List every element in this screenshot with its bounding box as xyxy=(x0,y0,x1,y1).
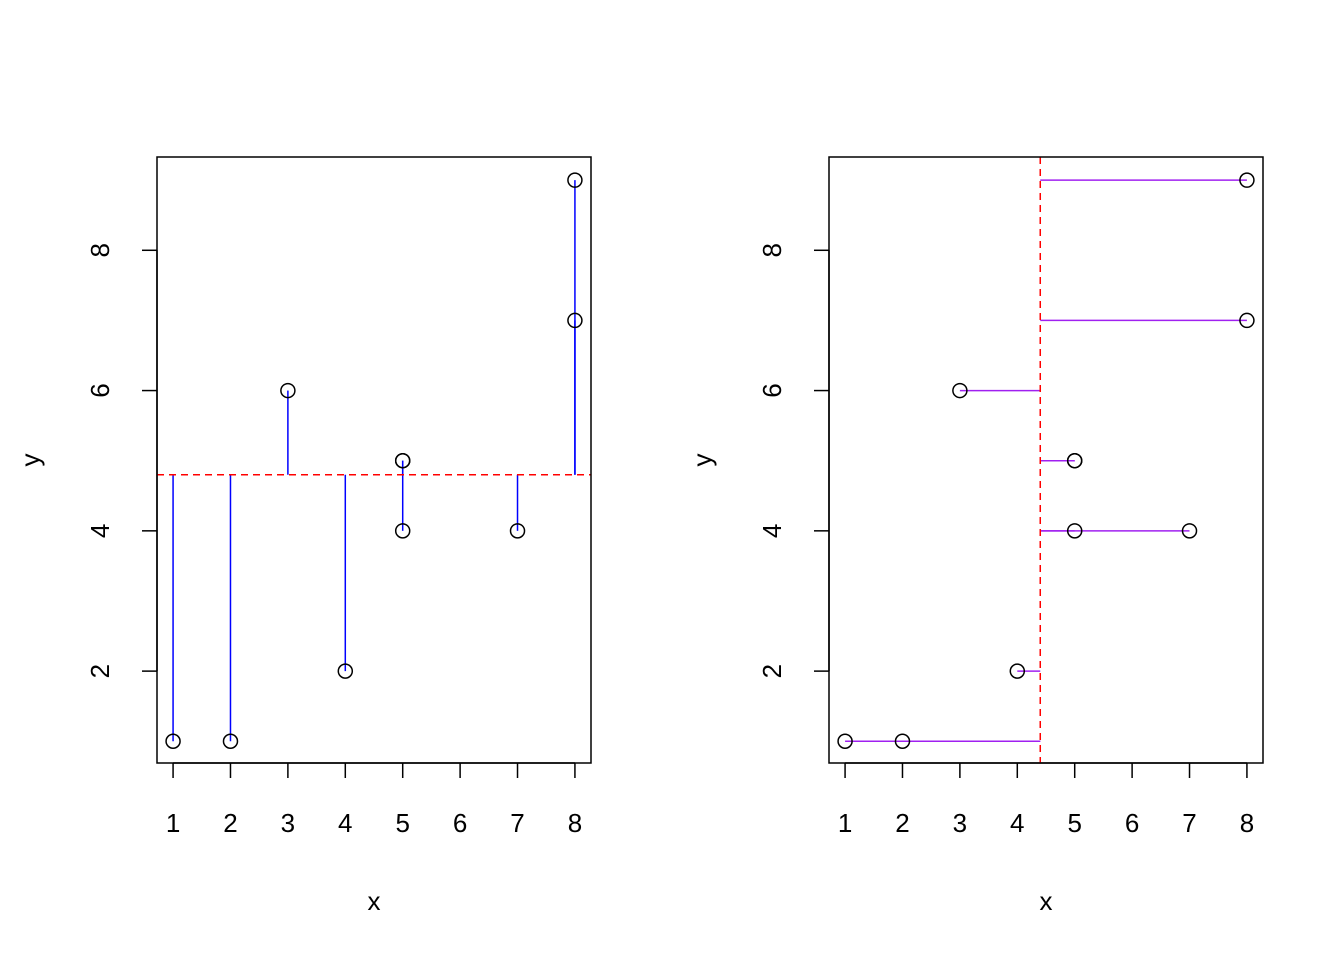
point xyxy=(1239,172,1255,188)
x-tick-label: 8 xyxy=(568,808,582,838)
y-tick-label: 6 xyxy=(85,383,115,397)
x-axis-label: x xyxy=(368,886,381,916)
x-tick-label: 1 xyxy=(166,808,180,838)
point xyxy=(837,733,853,750)
point xyxy=(337,663,354,679)
point xyxy=(394,452,411,469)
x-tick-label: 6 xyxy=(453,808,467,838)
y-tick-label: 4 xyxy=(85,524,115,538)
point xyxy=(1239,312,1255,329)
point xyxy=(952,382,968,399)
y-tick-label: 6 xyxy=(757,383,787,397)
x-tick-label: 3 xyxy=(281,808,295,838)
x-tick-label: 4 xyxy=(1010,808,1024,838)
y-axis-label: y xyxy=(15,454,45,467)
x-tick-label: 2 xyxy=(223,808,237,838)
y-axis-label: y xyxy=(687,454,717,467)
y-tick-label: 4 xyxy=(757,524,787,538)
point xyxy=(222,733,239,750)
y-tick-label: 2 xyxy=(85,664,115,678)
point xyxy=(394,523,411,539)
point xyxy=(894,733,911,750)
point xyxy=(1181,523,1198,539)
x-tick-label: 6 xyxy=(1125,808,1139,838)
point xyxy=(1066,452,1083,469)
plot-frame xyxy=(828,156,1264,764)
point xyxy=(1009,663,1026,679)
x-tick-label: 2 xyxy=(895,808,909,838)
point xyxy=(165,733,181,750)
x-tick-label: 1 xyxy=(838,808,852,838)
y-tick-label: 2 xyxy=(757,664,787,678)
x-tick-label: 5 xyxy=(1067,808,1081,838)
y-tick-label: 8 xyxy=(85,243,115,257)
x-tick-label: 4 xyxy=(338,808,352,838)
y-tick-label: 8 xyxy=(757,243,787,257)
x-axis-label: x xyxy=(1040,886,1053,916)
point xyxy=(567,312,583,329)
point xyxy=(1066,523,1083,539)
plot-frame xyxy=(156,156,592,764)
x-tick-label: 7 xyxy=(510,808,524,838)
x-tick-label: 8 xyxy=(1240,808,1254,838)
x-tick-label: 7 xyxy=(1182,808,1196,838)
x-tick-label: 3 xyxy=(953,808,967,838)
point xyxy=(567,172,583,188)
point xyxy=(509,523,526,539)
point xyxy=(280,382,296,399)
x-tick-label: 5 xyxy=(395,808,409,838)
